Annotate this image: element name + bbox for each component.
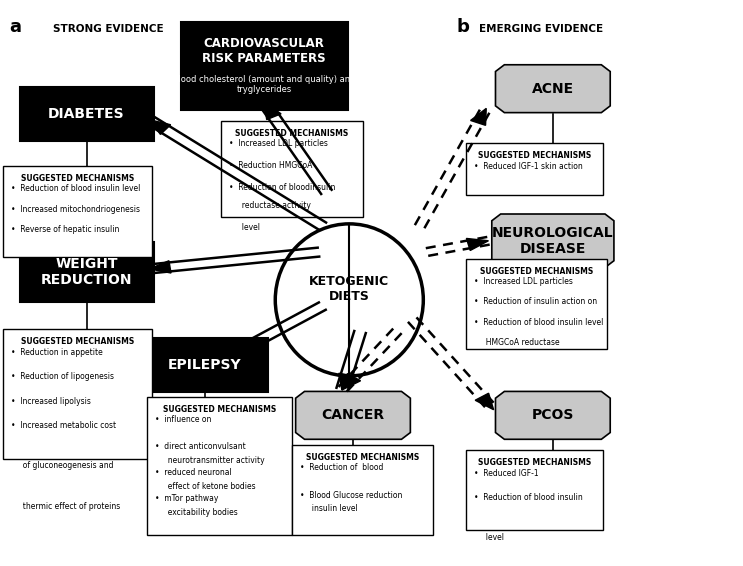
Text: •  Reduction in appetite: • Reduction in appetite: [11, 348, 103, 357]
Text: HMGCoA reductase: HMGCoA reductase: [481, 338, 559, 347]
Text: DIABETES: DIABETES: [48, 107, 125, 121]
Text: neurotransmitter activity: neurotransmitter activity: [163, 456, 265, 465]
Text: •  Reduction of blood insulin: • Reduction of blood insulin: [473, 492, 583, 501]
Text: SUGGESTED MECHANISMS: SUGGESTED MECHANISMS: [478, 151, 591, 160]
Text: SUGGESTED MECHANISMS: SUGGESTED MECHANISMS: [236, 128, 348, 138]
Text: b: b: [457, 18, 470, 36]
FancyBboxPatch shape: [142, 338, 268, 392]
FancyBboxPatch shape: [466, 451, 603, 530]
Text: •  Increased lipolysis: • Increased lipolysis: [11, 397, 91, 406]
Text: •  Reduction of blood insulin level: • Reduction of blood insulin level: [473, 318, 603, 327]
Text: excitability bodies: excitability bodies: [163, 508, 238, 517]
Polygon shape: [467, 238, 488, 251]
Polygon shape: [296, 392, 410, 439]
Polygon shape: [235, 339, 256, 353]
FancyBboxPatch shape: [19, 87, 154, 141]
Polygon shape: [339, 373, 354, 390]
Text: •  Reduction of blood insulin level: • Reduction of blood insulin level: [11, 185, 140, 194]
Text: SUGGESTED MECHANISMS: SUGGESTED MECHANISMS: [478, 458, 591, 467]
FancyBboxPatch shape: [3, 329, 152, 459]
Text: EMERGING EVIDENCE: EMERGING EVIDENCE: [478, 24, 603, 34]
Text: of gluconeogenesis and: of gluconeogenesis and: [19, 461, 114, 470]
FancyBboxPatch shape: [466, 143, 603, 195]
FancyBboxPatch shape: [147, 397, 292, 535]
Text: CANCER: CANCER: [322, 408, 385, 422]
Ellipse shape: [275, 224, 424, 376]
Text: •  Reduction HMGCoA: • Reduction HMGCoA: [230, 161, 313, 170]
Text: •  Increased LDL particles: • Increased LDL particles: [230, 139, 328, 148]
Text: insulin level: insulin level: [307, 504, 358, 512]
Text: •  influence on: • influence on: [155, 415, 212, 424]
Text: •  Blood Glucose reduction: • Blood Glucose reduction: [299, 491, 402, 500]
Text: •  Reduction of  blood: • Reduction of blood: [299, 463, 383, 472]
Text: PCOS: PCOS: [532, 408, 574, 422]
Text: •  Increased metabolic cost: • Increased metabolic cost: [11, 421, 116, 430]
Text: SUGGESTED MECHANISMS: SUGGESTED MECHANISMS: [21, 337, 134, 346]
Text: •  reduced neuronal: • reduced neuronal: [155, 468, 232, 477]
FancyBboxPatch shape: [3, 166, 152, 256]
Text: level: level: [237, 223, 260, 232]
Polygon shape: [492, 214, 614, 268]
Text: level: level: [481, 533, 504, 542]
Text: thermic effect of proteins: thermic effect of proteins: [19, 501, 120, 511]
Text: EPILEPSY: EPILEPSY: [168, 358, 241, 372]
FancyBboxPatch shape: [466, 259, 607, 349]
Text: •  Reduction of bloodinsulin: • Reduction of bloodinsulin: [230, 183, 336, 192]
Text: •  Reduction of insulin action on: • Reduction of insulin action on: [473, 298, 597, 306]
Text: a: a: [9, 18, 21, 36]
Text: SUGGESTED MECHANISMS: SUGGESTED MECHANISMS: [479, 267, 593, 276]
FancyBboxPatch shape: [291, 445, 433, 535]
Text: •  Reduced IGF-1: • Reduced IGF-1: [473, 469, 538, 478]
FancyBboxPatch shape: [181, 22, 348, 110]
Text: •  Reverse of hepatic insulin: • Reverse of hepatic insulin: [11, 225, 120, 234]
Text: SUGGESTED MECHANISMS: SUGGESTED MECHANISMS: [305, 453, 419, 461]
Text: CARDIOVASCULAR
RISK PARAMETERS: CARDIOVASCULAR RISK PARAMETERS: [202, 37, 326, 65]
Text: NEUROLOGICAL
DISEASE: NEUROLOGICAL DISEASE: [492, 226, 614, 256]
Polygon shape: [342, 374, 360, 390]
Text: SUGGESTED MECHANISMS: SUGGESTED MECHANISMS: [163, 405, 276, 414]
Polygon shape: [265, 103, 281, 119]
Text: STRONG EVIDENCE: STRONG EVIDENCE: [53, 24, 163, 34]
Text: •  direct anticonvulsant: • direct anticonvulsant: [155, 441, 246, 451]
Polygon shape: [496, 392, 610, 439]
Text: SUGGESTED MECHANISMS: SUGGESTED MECHANISMS: [21, 174, 134, 183]
FancyBboxPatch shape: [221, 121, 363, 217]
Polygon shape: [149, 261, 171, 273]
Text: resistance: resistance: [19, 265, 62, 274]
Text: •  Increased LDL particles: • Increased LDL particles: [473, 277, 573, 286]
Text: effect of ketone bodies: effect of ketone bodies: [163, 482, 256, 491]
Text: •  Reduction of lipogenesis: • Reduction of lipogenesis: [11, 372, 114, 381]
Polygon shape: [470, 109, 486, 125]
Text: WEIGHT
REDUCTION: WEIGHT REDUCTION: [41, 256, 132, 287]
Polygon shape: [476, 393, 493, 410]
Text: blood cholesterol (amount and quality) and
tryglycerides: blood cholesterol (amount and quality) a…: [173, 75, 355, 95]
Text: ACNE: ACNE: [532, 82, 574, 96]
Text: •  Increased mitochondriogenesis: • Increased mitochondriogenesis: [11, 204, 140, 213]
Text: •  Reduced IGF-1 skin action: • Reduced IGF-1 skin action: [473, 162, 583, 171]
Text: •  mTor pathway: • mTor pathway: [155, 494, 218, 503]
Polygon shape: [149, 119, 171, 134]
Polygon shape: [496, 65, 610, 113]
Text: reductase activity: reductase activity: [237, 201, 311, 211]
FancyBboxPatch shape: [19, 242, 154, 302]
Text: KETOGENIC
DIETS: KETOGENIC DIETS: [309, 275, 389, 303]
